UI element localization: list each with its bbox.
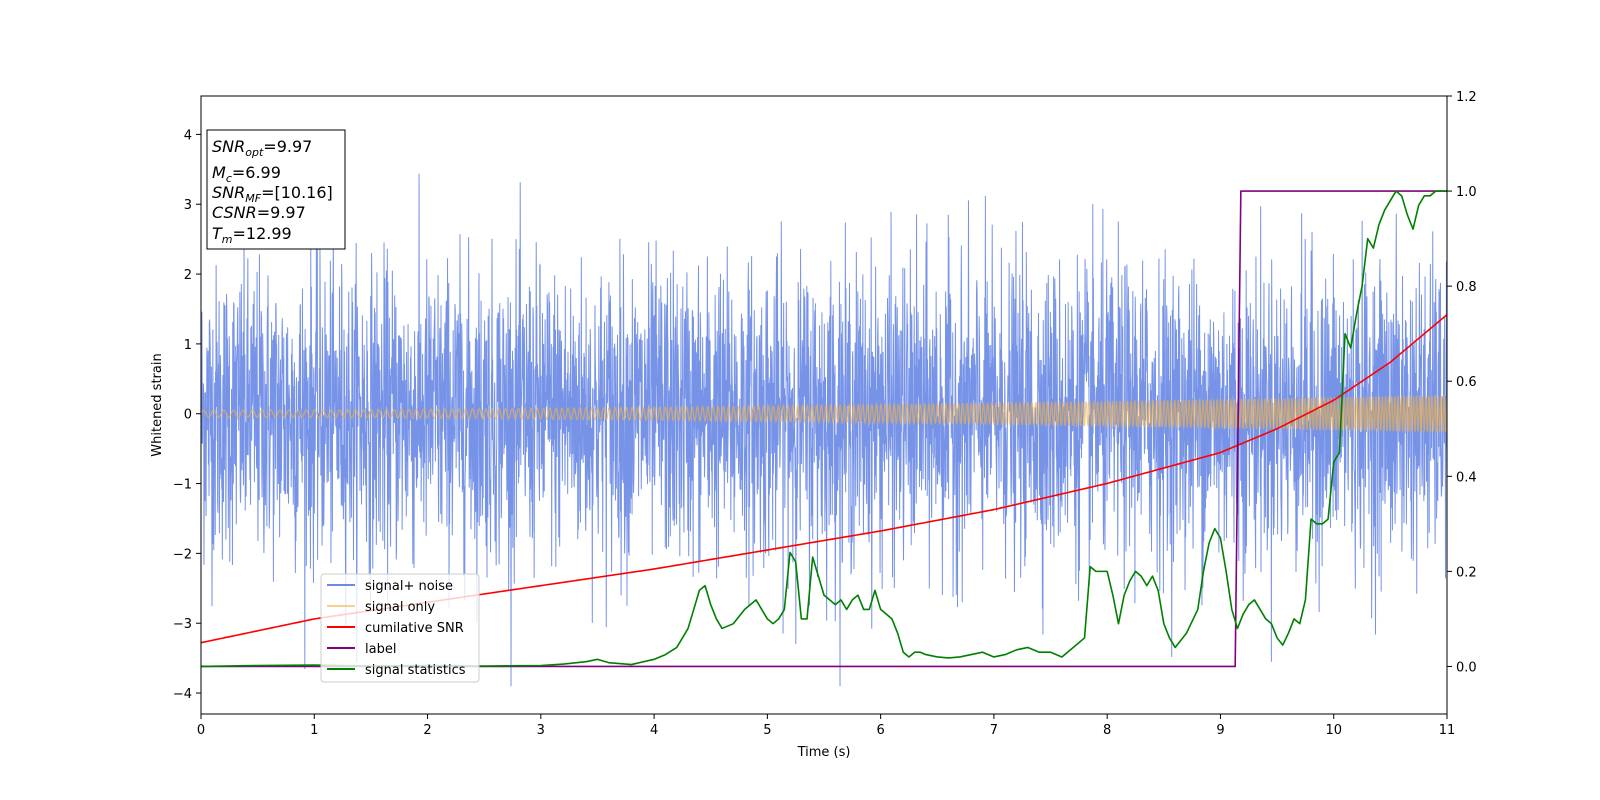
x-tick-label: 9 — [1216, 723, 1224, 738]
y-right-tick-label: 0.2 — [1456, 565, 1477, 580]
info-snr-opt: SNRopt=9.97 — [212, 137, 312, 159]
plot-frame — [200, 95, 1448, 715]
y-right-tick-label: 1.0 — [1456, 185, 1477, 200]
y-left-tick-label: −1 — [173, 478, 192, 493]
legend-label-cumulative-snr: cumilative SNR — [365, 621, 464, 636]
series-label-line — [201, 190, 1447, 668]
x-tick-label: 4 — [650, 723, 658, 738]
series-signal-only-line — [201, 394, 1447, 433]
y-axis-label: Whitened strain — [150, 353, 165, 456]
y-axis-right: 0.0 0.2 0.4 0.6 0.8 1.0 1.2 — [1447, 90, 1477, 675]
legend-label-label: label — [365, 642, 396, 657]
x-tick-label: 3 — [537, 723, 545, 738]
x-tick-label: 6 — [876, 723, 884, 738]
x-axis: 0 1 2 3 4 5 6 7 8 9 10 11 — [197, 714, 1455, 738]
info-box: SNRopt=9.97 Mc=6.99 SNRMF=[10.16] CSNR=9… — [206, 129, 346, 250]
info-csnr: CSNR=9.97 — [212, 203, 306, 222]
y-right-tick-label: 0.6 — [1456, 375, 1477, 390]
legend-label-signal-only: signal only — [365, 600, 435, 615]
y-left-tick-label: −4 — [173, 687, 192, 702]
y-left-tick-label: 3 — [184, 198, 192, 213]
x-tick-label: 0 — [197, 723, 205, 738]
x-tick-label: 5 — [763, 723, 771, 738]
y-left-tick-label: 0 — [184, 408, 192, 423]
legend-frame — [320, 573, 480, 683]
series-signal-statistics-line — [201, 190, 1447, 668]
x-tick-label: 7 — [990, 723, 998, 738]
x-tick-label: 8 — [1103, 723, 1111, 738]
info-mc: Mc=6.99 — [212, 163, 281, 185]
info-box-frame — [206, 129, 346, 250]
x-tick-label: 2 — [423, 723, 431, 738]
y-axis-left: −4 −3 −2 −1 0 1 2 3 4 — [173, 128, 201, 702]
legend: signal+ noise signal only cumilative SNR… — [320, 573, 480, 683]
y-right-tick-label: 0.4 — [1456, 470, 1477, 485]
y-left-tick-label: −2 — [173, 547, 192, 562]
info-snr-mf: SNRMF=[10.16] — [212, 183, 333, 205]
y-right-tick-label: 0.0 — [1456, 660, 1477, 675]
info-tm: Tm=12.99 — [212, 224, 292, 246]
y-right-tick-label: 1.2 — [1456, 90, 1477, 105]
x-axis-label: Time (s) — [797, 745, 851, 760]
y-left-tick-label: −3 — [173, 617, 192, 632]
x-tick-label: 1 — [310, 723, 318, 738]
y-left-tick-label: 2 — [184, 268, 192, 283]
x-tick-label: 10 — [1325, 723, 1342, 738]
y-left-tick-label: 1 — [184, 338, 192, 353]
legend-label-signal-noise: signal+ noise — [365, 579, 453, 594]
legend-label-signal-statistics: signal statistics — [365, 663, 466, 678]
y-right-tick-label: 0.8 — [1456, 280, 1477, 295]
x-tick-label: 11 — [1439, 723, 1456, 738]
y-left-tick-label: 4 — [184, 128, 192, 143]
